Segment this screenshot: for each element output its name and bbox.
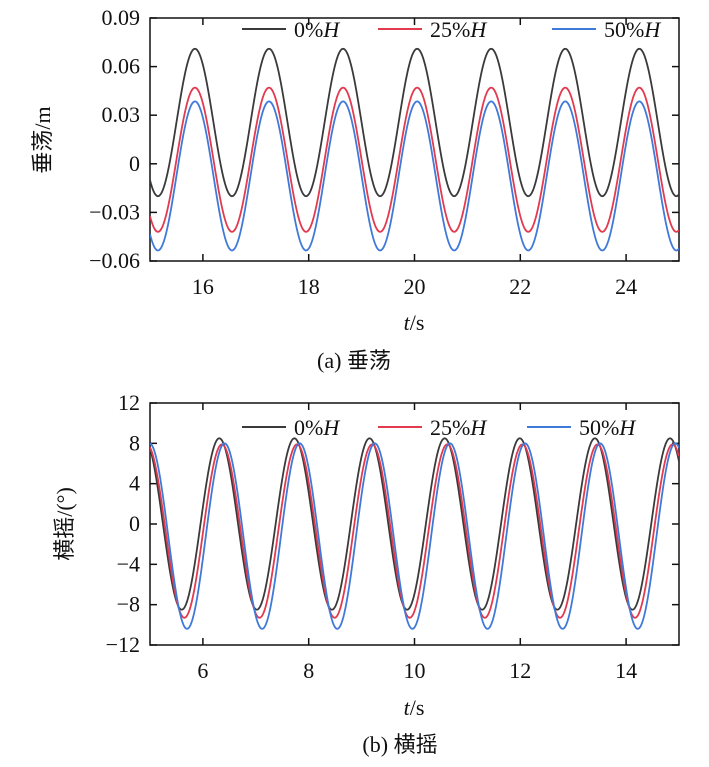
- roll-y-tick-label: 0: [129, 511, 140, 536]
- heave-legend-label-2: 25%H: [430, 17, 487, 42]
- heave-x-axis-label: t/s: [404, 310, 425, 335]
- heave-x-axis-label-unit: /s: [410, 310, 425, 335]
- roll-y-tick-label: −4: [117, 551, 140, 576]
- roll-x-tick-label: 8: [303, 658, 314, 683]
- roll-y-ticks: 12 8 4 0 −4 −8 −12: [106, 390, 679, 657]
- heave-chart: 0.09 0.06 0.03 0 −0.03 −0.06 16 18 20 22 24 0%H 25…: [30, 5, 680, 373]
- heave-legend: 0%H 25%H 50%H: [242, 17, 661, 42]
- roll-legend-label-2: 25%H: [430, 415, 487, 440]
- heave-y-axis-label: 垂荡/m: [30, 106, 55, 173]
- roll-x-axis-label-unit: /s: [410, 695, 425, 720]
- roll-x-ticks: 6 8 10 12 14: [197, 403, 637, 683]
- heave-x-tick-label: 24: [615, 274, 637, 299]
- heave-x-tick-label: 22: [509, 274, 531, 299]
- heave-y-tick-label: 0: [129, 151, 140, 176]
- roll-y-tick-label: 4: [129, 471, 140, 496]
- roll-x-tick-label: 6: [197, 658, 208, 683]
- heave-series-line-2: [150, 86, 679, 233]
- roll-x-tick-label: 10: [404, 658, 426, 683]
- roll-series-line-1: [150, 437, 679, 611]
- heave-plot-area: [149, 17, 680, 262]
- roll-series-group: [150, 437, 679, 630]
- roll-y-tick-label: 12: [118, 390, 140, 415]
- heave-series-line-3: [150, 100, 679, 252]
- heave-y-tick-label: −0.03: [89, 199, 140, 224]
- roll-legend: 0%H 25%H 50%H: [242, 415, 636, 440]
- roll-y-tick-label: −8: [117, 592, 140, 617]
- heave-series-line-1: [150, 47, 679, 198]
- roll-legend-label-1: 0%H: [294, 415, 340, 440]
- heave-x-ticks: 16 18 20 22 24: [192, 18, 637, 299]
- heave-y-tick-label: 0.06: [102, 54, 141, 79]
- roll-y-tick-label: −12: [106, 632, 140, 657]
- roll-series-line-2: [150, 443, 679, 619]
- roll-caption: (b) 横摇: [362, 732, 437, 757]
- roll-legend-label-3: 50%H: [579, 415, 636, 440]
- roll-x-tick-label: 14: [615, 658, 637, 683]
- roll-y-axis-label: 横摇/(°): [52, 487, 77, 561]
- roll-chart: 12 8 4 0 −4 −8 −12 6 8 10 12 14 0%H 25%H 50%H 横摇/(°)…: [52, 390, 680, 757]
- heave-x-tick-label: 16: [192, 274, 214, 299]
- heave-x-tick-label: 18: [298, 274, 320, 299]
- heave-y-tick-label: 0.09: [102, 5, 141, 30]
- heave-y-tick-label: −0.06: [89, 248, 140, 273]
- heave-y-ticks: 0.09 0.06 0.03 0 −0.03 −0.06: [89, 5, 679, 273]
- heave-legend-label-1: 0%H: [294, 17, 340, 42]
- roll-series-line-3: [150, 442, 679, 630]
- heave-y-tick-label: 0.03: [102, 102, 141, 127]
- roll-x-axis-label-t: t: [404, 695, 411, 720]
- heave-x-axis-label-t: t: [404, 310, 411, 335]
- roll-y-tick-label: 8: [129, 430, 140, 455]
- roll-x-axis-label: t/s: [404, 695, 425, 720]
- heave-x-tick-label: 20: [404, 274, 426, 299]
- heave-legend-label-3: 50%H: [604, 17, 661, 42]
- heave-series-group: [150, 47, 679, 252]
- roll-x-tick-label: 12: [509, 658, 531, 683]
- heave-caption: (a) 垂荡: [317, 348, 391, 373]
